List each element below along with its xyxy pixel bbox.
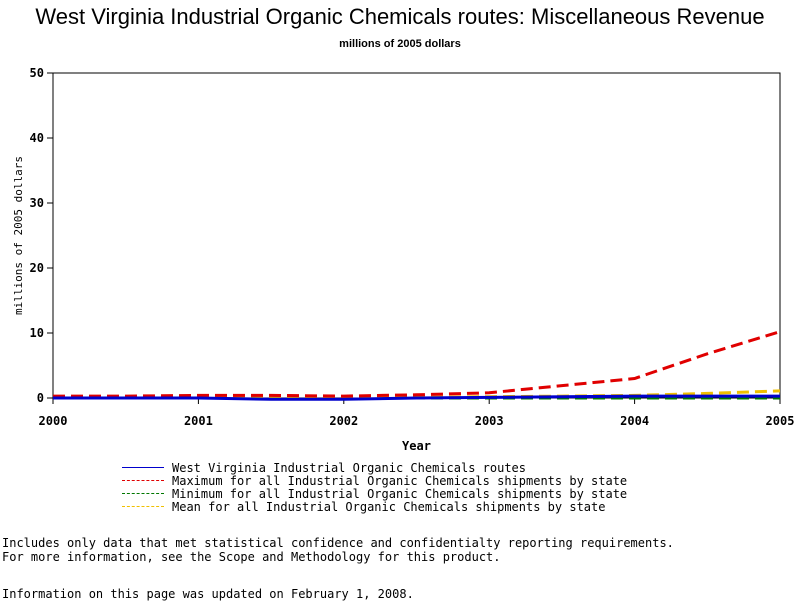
y-axis-label: millions of 2005 dollars: [12, 156, 25, 315]
legend-swatch: [122, 467, 164, 468]
legend-label: Mean for all Industrial Organic Chemical…: [172, 499, 606, 514]
y-tick-label: 40: [30, 131, 44, 145]
series-line-1: [53, 330, 781, 398]
x-tick-label: 2001: [184, 414, 213, 428]
chart-legend: West Virginia Industrial Organic Chemica…: [122, 460, 628, 514]
series-line-0: [53, 394, 780, 401]
plot-frame: [52, 72, 781, 399]
x-tick-label: 2005: [766, 414, 795, 428]
footnote-methodology: For more information, see the Scope and …: [2, 550, 501, 564]
y-tick-label: 0: [37, 391, 44, 405]
footnote-confidence: Includes only data that met statistical …: [2, 536, 674, 550]
chart-title: West Virginia Industrial Organic Chemica…: [35, 4, 765, 29]
footnotes: Includes only data that met statistical …: [2, 536, 674, 564]
x-tick-label: 2000: [39, 414, 68, 428]
legend-swatch: [122, 506, 164, 507]
x-axis-label: Year: [402, 439, 431, 453]
x-tick-label: 2002: [329, 414, 358, 428]
legend-label: Minimum for all Industrial Organic Chemi…: [172, 486, 628, 501]
legend-item: Mean for all Industrial Organic Chemical…: [122, 499, 627, 514]
legend-label: West Virginia Industrial Organic Chemica…: [172, 460, 527, 475]
y-tick-label: 50: [30, 66, 44, 80]
x-tick-label: 2003: [475, 414, 504, 428]
y-tick-label: 10: [30, 326, 44, 340]
line-chart: 0 10 20 30 40 50 2000 2001 2002 2003 2004 2005 Year m…: [12, 66, 795, 453]
y-tick-label: 30: [30, 196, 44, 210]
legend-item: Minimum for all Industrial Organic Chemi…: [122, 486, 628, 501]
legend-item: Maximum for all Industrial Organic Chemi…: [122, 473, 628, 488]
legend-label: Maximum for all Industrial Organic Chemi…: [172, 473, 628, 488]
legend-swatch: [122, 493, 164, 494]
x-tick-label: 2004: [620, 414, 649, 428]
legend-item: West Virginia Industrial Organic Chemica…: [122, 460, 627, 475]
update-notice: Information on this page was updated on …: [2, 587, 414, 601]
y-tick-label: 20: [30, 261, 44, 275]
legend-swatch: [122, 480, 164, 481]
chart-subtitle: millions of 2005 dollars: [339, 38, 461, 50]
